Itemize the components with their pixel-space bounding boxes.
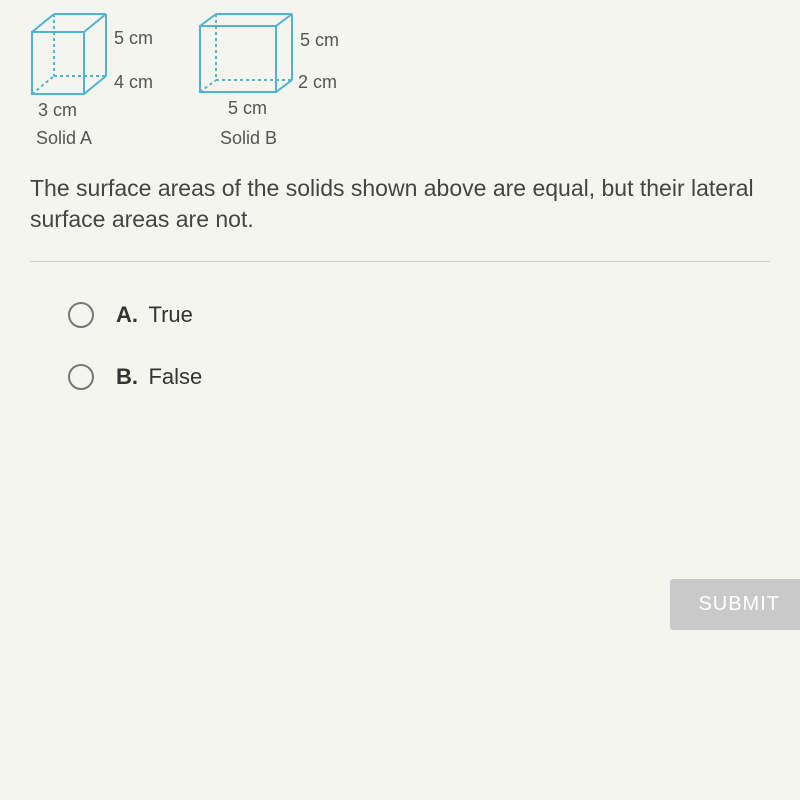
cuboid-a-icon xyxy=(30,10,110,96)
solid-a-width-label: 3 cm xyxy=(38,100,77,121)
solid-b-width-label: 5 cm xyxy=(228,98,267,119)
option-b-text: False xyxy=(148,364,202,389)
solid-a-depth-label: 4 cm xyxy=(114,72,153,93)
submit-button[interactable]: SUBMIT xyxy=(670,579,800,630)
cuboid-b-icon xyxy=(198,10,296,94)
option-b[interactable]: B. False xyxy=(68,364,770,390)
option-a[interactable]: A. True xyxy=(68,302,770,328)
cuboid-b-wrap: 5 cm 2 cm 5 cm xyxy=(198,10,358,120)
option-a-text: True xyxy=(148,302,192,327)
divider xyxy=(30,261,770,262)
radio-icon xyxy=(68,302,94,328)
cuboid-a-wrap: 5 cm 4 cm 3 cm xyxy=(30,10,160,120)
figures-row: 5 cm 4 cm 3 cm Solid A 5 cm 2 cm 5 cm So… xyxy=(30,10,770,149)
figure-solid-a: 5 cm 4 cm 3 cm Solid A xyxy=(30,10,160,149)
option-a-letter: A. xyxy=(116,302,138,327)
solid-a-caption: Solid A xyxy=(36,128,92,149)
radio-icon xyxy=(68,364,94,390)
solid-b-height-label: 5 cm xyxy=(300,30,339,51)
solid-a-height-label: 5 cm xyxy=(114,28,153,49)
question-container: 5 cm 4 cm 3 cm Solid A 5 cm 2 cm 5 cm So… xyxy=(0,0,800,446)
solid-b-depth-label: 2 cm xyxy=(298,72,337,93)
solid-b-caption: Solid B xyxy=(220,128,277,149)
option-b-letter: B. xyxy=(116,364,138,389)
figure-solid-b: 5 cm 2 cm 5 cm Solid B xyxy=(198,10,358,149)
options-group: A. True B. False xyxy=(30,302,770,390)
question-text: The surface areas of the solids shown ab… xyxy=(30,173,770,235)
